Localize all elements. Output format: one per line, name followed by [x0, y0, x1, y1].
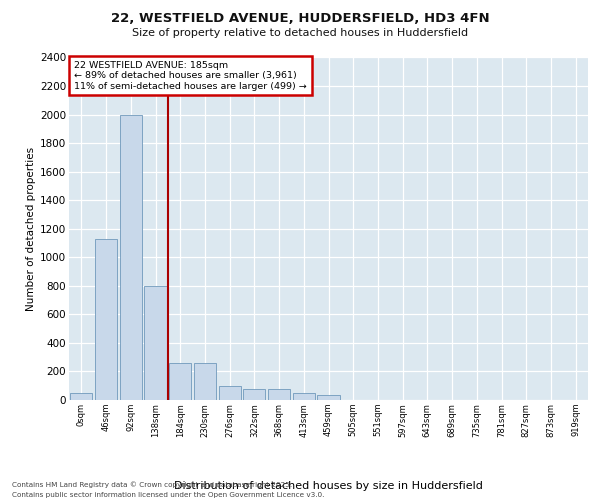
Text: Contains HM Land Registry data © Crown copyright and database right 2025.: Contains HM Land Registry data © Crown c…: [12, 481, 292, 488]
Bar: [119, 114, 142, 400]
Y-axis label: Number of detached properties: Number of detached properties: [26, 146, 36, 311]
Bar: [293, 393, 315, 400]
Text: Size of property relative to detached houses in Huddersfield: Size of property relative to detached ho…: [132, 28, 468, 38]
Bar: [169, 363, 191, 400]
Bar: [243, 388, 265, 400]
Bar: [194, 363, 216, 400]
Text: 22, WESTFIELD AVENUE, HUDDERSFIELD, HD3 4FN: 22, WESTFIELD AVENUE, HUDDERSFIELD, HD3 …: [110, 12, 490, 26]
Bar: [218, 386, 241, 400]
Bar: [268, 388, 290, 400]
Bar: [70, 393, 92, 400]
Text: 22 WESTFIELD AVENUE: 185sqm
← 89% of detached houses are smaller (3,961)
11% of : 22 WESTFIELD AVENUE: 185sqm ← 89% of det…: [74, 61, 307, 90]
X-axis label: Distribution of detached houses by size in Huddersfield: Distribution of detached houses by size …: [174, 481, 483, 491]
Text: Contains public sector information licensed under the Open Government Licence v3: Contains public sector information licen…: [12, 492, 325, 498]
Bar: [145, 286, 167, 400]
Bar: [317, 395, 340, 400]
Bar: [95, 238, 117, 400]
